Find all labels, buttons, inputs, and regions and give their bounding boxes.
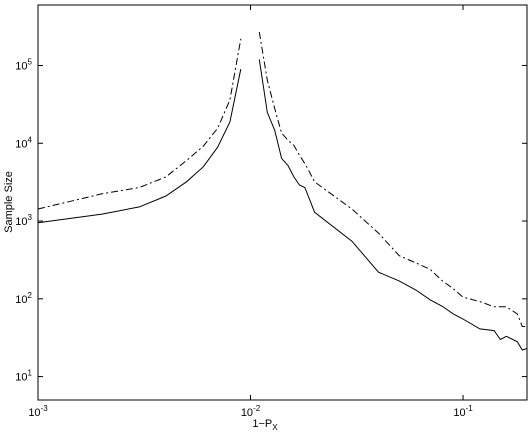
line-series xyxy=(37,59,528,351)
y-axis-label: Sample Size xyxy=(3,171,15,233)
x-axis-label: 1−PX xyxy=(252,418,278,432)
y-tick-label: 103 xyxy=(15,213,32,228)
y-tick-label: 102 xyxy=(15,291,32,306)
y-tick-label: 104 xyxy=(15,135,32,150)
x-tick-label: 10-1 xyxy=(453,404,473,419)
plot-frame xyxy=(37,4,528,401)
x-tick-label: 10-3 xyxy=(28,404,48,419)
line-series xyxy=(37,31,527,327)
y-tick-label: 105 xyxy=(15,58,32,73)
x-tick-label: 10-2 xyxy=(241,404,261,419)
y-tick-label: 101 xyxy=(15,369,32,384)
